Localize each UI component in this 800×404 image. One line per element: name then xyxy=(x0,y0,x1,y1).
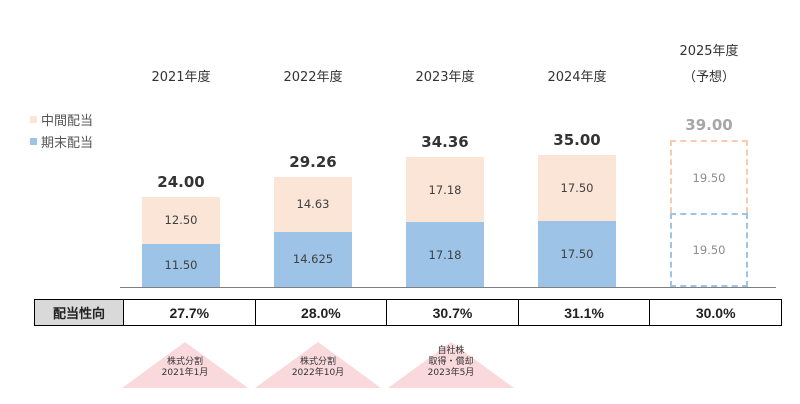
event-text-line: 株式分割 xyxy=(166,357,203,367)
event-text-line: 自社株 xyxy=(437,346,465,356)
event-marker: 自社株 取得・償却 2023年5月 xyxy=(388,342,514,388)
year-label: 2023年度 xyxy=(415,70,475,85)
year-label: 2024年度 xyxy=(547,70,607,85)
event-text-line: 2022年10月 xyxy=(291,368,345,378)
bar-total-label: 29.26 xyxy=(289,152,337,171)
bar-total-label: 34.36 xyxy=(421,133,469,152)
bar-interim: 17.50 xyxy=(538,155,616,222)
bar-total-label: 24.00 xyxy=(157,172,205,191)
event-text-line: 2021年1月 xyxy=(161,368,209,378)
event-text: 自社株 取得・償却 2023年5月 xyxy=(388,346,514,379)
payout-ratio-2025: 30.0% xyxy=(649,299,782,326)
year-label: 2022年度 xyxy=(283,70,343,85)
event-triangle xyxy=(388,342,514,388)
year-label: 2025年度 xyxy=(679,44,739,59)
payout-ratio-2023: 30.7% xyxy=(386,299,519,326)
legend-label: 中間配当 xyxy=(41,114,94,129)
legend-label: 期末配当 xyxy=(41,136,94,151)
bar-final: 19.50 xyxy=(670,213,748,287)
payout-ratio-2024: 31.1% xyxy=(517,299,651,326)
payout-ratio-table: 配当性向 27.7% 28.0% 30.7% 31.1% 30.0% xyxy=(34,299,782,326)
event-triangle-shape xyxy=(122,342,248,388)
legend-swatch xyxy=(30,138,37,145)
legend-item: 中間配当 xyxy=(30,110,93,129)
event-triangle-shape xyxy=(255,342,381,388)
bar-total-label: 39.00 xyxy=(685,115,733,134)
x-axis-line xyxy=(120,287,776,288)
event-text-line: 取得・償却 xyxy=(428,357,474,367)
bar-final: 17.50 xyxy=(538,221,616,287)
bar-interim: 17.18 xyxy=(406,157,484,223)
payout-ratio-2021: 27.7% xyxy=(123,299,256,326)
legend-swatch xyxy=(30,116,37,123)
bar-total-label: 35.00 xyxy=(553,131,601,150)
bar-final: 14.625 xyxy=(274,231,352,287)
forecast-note: （予想） xyxy=(682,70,735,85)
event-triangle xyxy=(122,342,248,388)
payout-ratio-label: 配当性向 xyxy=(34,299,124,326)
legend-item: 期末配当 xyxy=(30,132,93,151)
bar-interim: 12.50 xyxy=(142,196,220,244)
event-triangle xyxy=(255,342,381,388)
bar-interim: 19.50 xyxy=(670,139,748,214)
event-text: 株式分割 2022年10月 xyxy=(255,357,381,379)
payout-ratio-2022: 28.0% xyxy=(254,299,388,326)
event-text: 株式分割 2021年1月 xyxy=(122,357,248,379)
bar-interim: 14.63 xyxy=(274,176,352,232)
payout-ratio-row: 配当性向 27.7% 28.0% 30.7% 31.1% 30.0% xyxy=(34,299,782,326)
event-triangle-shape xyxy=(388,342,514,388)
event-text-line: 株式分割 xyxy=(299,357,336,367)
event-marker: 株式分割 2022年10月 xyxy=(255,342,381,388)
event-marker: 株式分割 2021年1月 xyxy=(122,342,248,388)
year-label: 2021年度 xyxy=(151,70,211,85)
bar-final: 11.50 xyxy=(142,243,220,287)
event-text-line: 2023年5月 xyxy=(427,368,475,378)
bar-final: 17.18 xyxy=(406,222,484,287)
